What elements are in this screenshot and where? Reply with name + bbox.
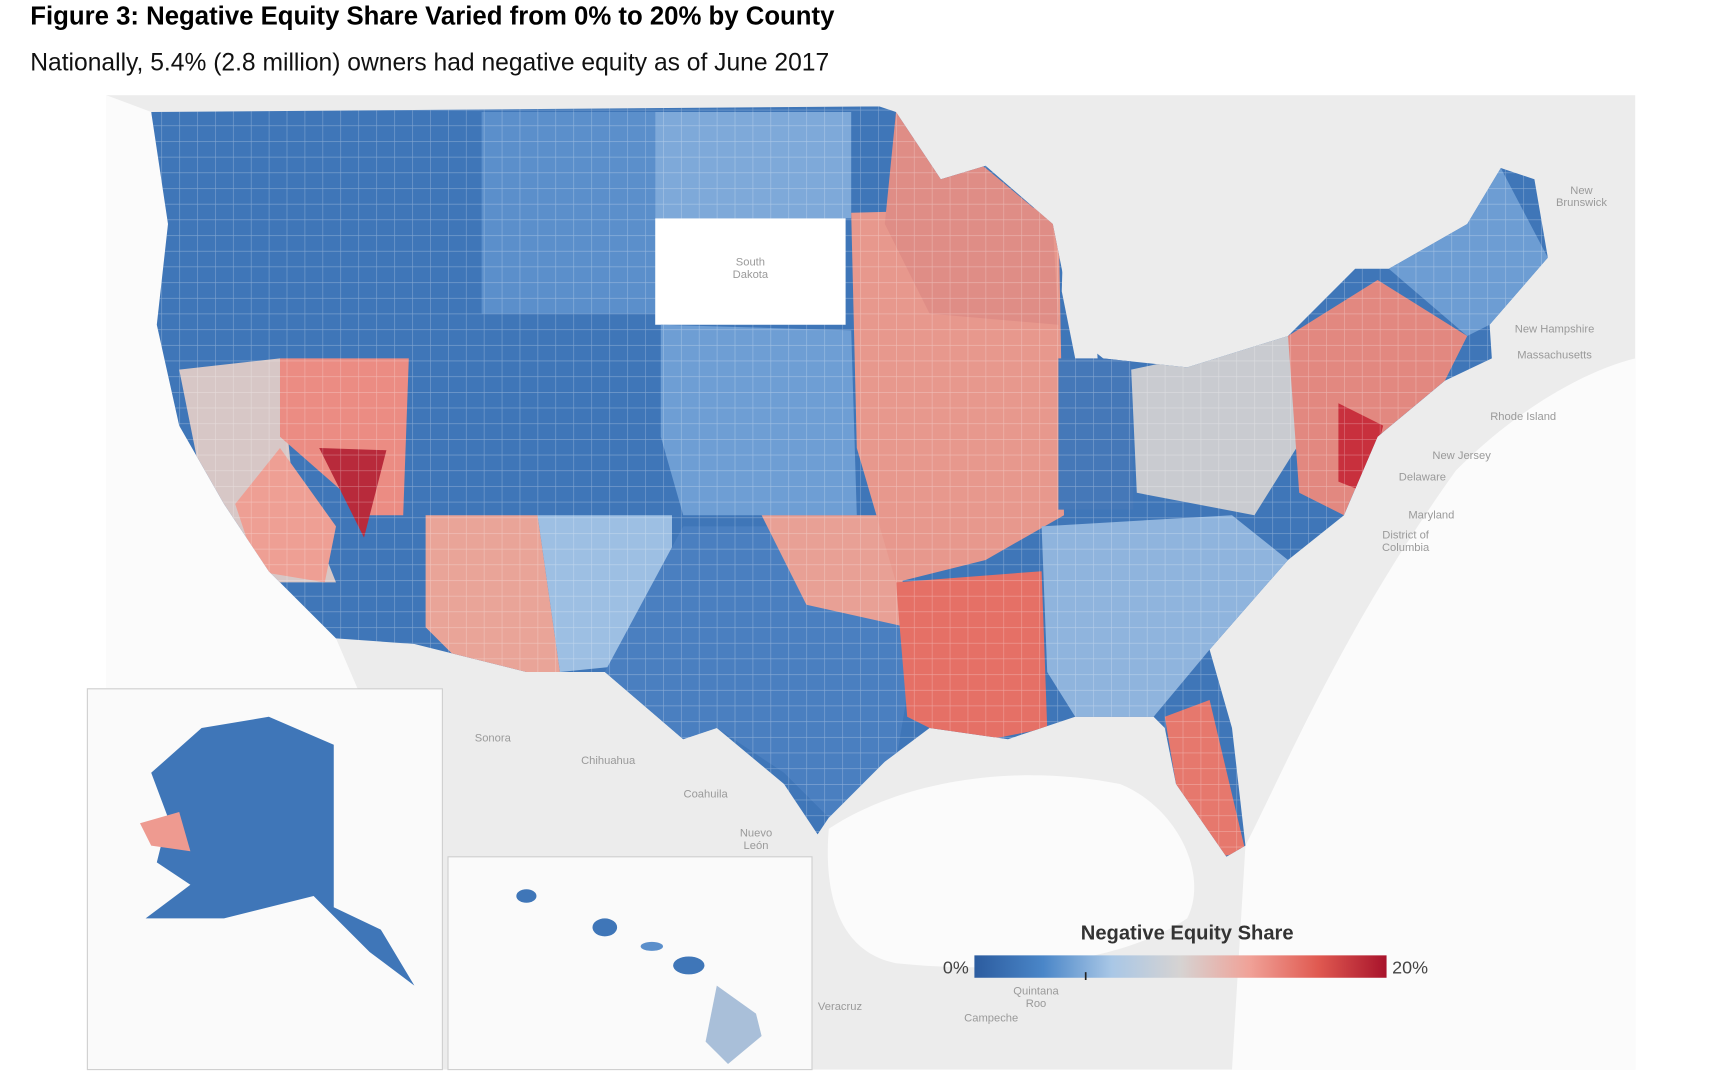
place-label: Veracruz xyxy=(818,1001,863,1013)
gulf-of-mexico xyxy=(827,775,1195,968)
color-scale xyxy=(974,955,1387,978)
place-label: Maryland xyxy=(1408,510,1454,522)
place-label: Delaware xyxy=(1399,471,1446,483)
hawaii-island xyxy=(673,956,705,975)
alaska xyxy=(145,716,415,986)
hawaii-island xyxy=(705,985,762,1064)
place-label: Massachusetts xyxy=(1517,349,1592,361)
place-label: Brunswick xyxy=(1556,197,1607,209)
title: Figure 3: Negative Equity Share Varied f… xyxy=(30,3,835,31)
legend: Negative Equity Share 0% 20% xyxy=(943,923,1428,981)
place-label: León xyxy=(744,840,769,852)
place-label: New xyxy=(1570,185,1593,197)
hawaii-island xyxy=(516,889,537,903)
place-label: Campeche xyxy=(964,1012,1018,1024)
legend-tick-label: 0% xyxy=(943,957,969,977)
place-label: District of xyxy=(1382,530,1430,542)
place-label: South xyxy=(736,256,765,268)
hawaii-island xyxy=(640,941,664,951)
alaska-region xyxy=(140,812,191,852)
place-label: Chihuahua xyxy=(581,755,636,767)
place-label: Coahuila xyxy=(684,788,729,800)
hawaii-island xyxy=(592,918,618,937)
lake-michigan xyxy=(1061,212,1098,359)
place-label: Columbia xyxy=(1382,542,1430,554)
legend-tick-label: 20% xyxy=(1392,957,1428,977)
place-label: Rhode Island xyxy=(1490,411,1556,423)
place-label: Sonora xyxy=(475,732,512,744)
place-label: Roo xyxy=(1026,998,1047,1010)
place-label: New Jersey xyxy=(1432,450,1491,462)
place-label: Nuevo xyxy=(740,828,772,840)
legend-title: Negative Equity Share xyxy=(1081,923,1294,945)
pacific xyxy=(106,95,404,807)
place-label: Quintana xyxy=(1013,986,1059,998)
atlantic xyxy=(1232,358,1636,1070)
place-label: Dakota xyxy=(733,269,769,281)
subtitle: Nationally, 5.4% (2.8 million) owners ha… xyxy=(30,50,829,77)
place-label: New Hampshire xyxy=(1515,324,1595,336)
